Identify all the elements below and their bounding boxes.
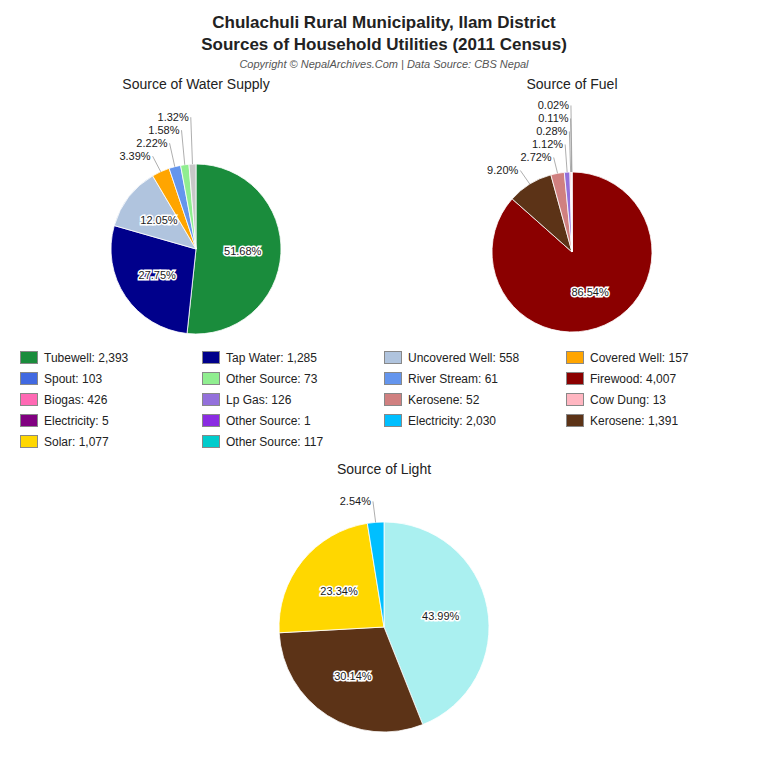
html-text:Sources of Household Utilities: Sources of Household Utilities (2011 Cen… — [201, 35, 567, 54]
svg-text:1.58%: 1.58% — [148, 124, 179, 136]
svg-text:43.99%: 43.99% — [422, 610, 460, 622]
html-text:Solar: 1,077: Solar: 1,077 — [44, 434, 109, 449]
html-text:Firewood: 4,007: Firewood: 4,007 — [590, 371, 677, 386]
svg-text:1.12%: 1.12% — [532, 138, 563, 150]
svg-text:2.54%: 2.54% — [340, 495, 371, 507]
html-text:Chulachuli Rural Municipality,: Chulachuli Rural Municipality, Ilam Dist… — [212, 13, 556, 32]
svg-text:2.22%: 2.22% — [136, 137, 167, 149]
svg-text:0.11%: 0.11% — [538, 112, 569, 124]
html-text:Biogas: 426: Biogas: 426 — [44, 392, 108, 407]
html-text:Lp Gas: 126: Lp Gas: 126 — [226, 392, 292, 407]
html-text:Other Source: 117: Other Source: 117 — [226, 434, 324, 449]
svg-text:51.68%: 51.68% — [224, 245, 262, 257]
html-text:Uncovered Well: 558: Uncovered Well: 558 — [408, 350, 520, 365]
html-text:Kerosene: 1,391: Kerosene: 1,391 — [590, 413, 679, 428]
svg-text:27.75%: 27.75% — [139, 269, 177, 281]
html-text:River Stream: 61: River Stream: 61 — [408, 371, 498, 386]
svg-text:23.34%: 23.34% — [320, 585, 358, 597]
html-text:Other Source: 1: Other Source: 1 — [226, 413, 311, 428]
html-text:Tubewell: 2,393: Tubewell: 2,393 — [44, 350, 129, 365]
html-text:Kerosene: 52: Kerosene: 52 — [408, 392, 480, 407]
html-text:Source of Light: Source of Light — [336, 461, 432, 477]
html-text:Cow Dung: 13: Cow Dung: 13 — [590, 392, 666, 407]
html-text:Source of Water Supply: Source of Water Supply — [122, 76, 270, 92]
svg-text:0.28%: 0.28% — [536, 125, 567, 137]
svg-text:1.32%: 1.32% — [158, 111, 189, 123]
html-text:Copyright © NepalArchives.Com: Copyright © NepalArchives.Com | Data Sou… — [239, 58, 529, 70]
html-text:Other Source: 73: Other Source: 73 — [226, 371, 318, 386]
html-text:Source of Fuel: Source of Fuel — [526, 76, 618, 92]
html-text:Covered Well: 157: Covered Well: 157 — [590, 350, 689, 365]
html-text:Tap Water: 1,285: Tap Water: 1,285 — [226, 350, 317, 365]
html-text:Electricity: 5: Electricity: 5 — [44, 413, 109, 428]
svg-text:2.72%: 2.72% — [520, 151, 551, 163]
svg-text:12.05%: 12.05% — [140, 214, 178, 226]
svg-text:0.02%: 0.02% — [538, 99, 569, 111]
html-text:Spout: 103: Spout: 103 — [44, 371, 103, 386]
svg-text:3.39%: 3.39% — [119, 150, 150, 162]
svg-text:9.20%: 9.20% — [487, 164, 518, 176]
svg-text:30.14%: 30.14% — [334, 670, 372, 682]
svg-text:86.54%: 86.54% — [571, 286, 609, 298]
html-text:Electricity: 2,030: Electricity: 2,030 — [408, 413, 496, 428]
